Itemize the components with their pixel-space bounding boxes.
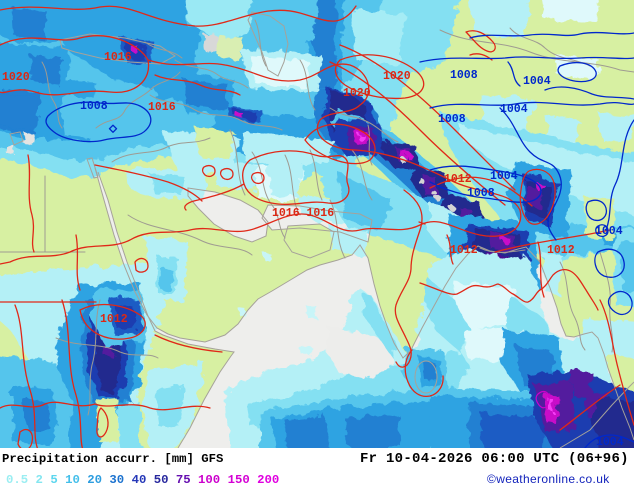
svg-text:1012: 1012 xyxy=(100,313,128,326)
svg-text:1020: 1020 xyxy=(383,70,411,83)
svg-text:1020: 1020 xyxy=(2,71,30,84)
svg-text:1004: 1004 xyxy=(490,170,518,183)
svg-text:1008: 1008 xyxy=(438,113,466,126)
svg-text:1020: 1020 xyxy=(343,87,371,100)
svg-text:1004: 1004 xyxy=(500,103,528,116)
svg-text:1008: 1008 xyxy=(80,100,108,113)
svg-text:1004: 1004 xyxy=(595,225,623,238)
svg-text:1004: 1004 xyxy=(523,75,551,88)
svg-text:1016 1016: 1016 1016 xyxy=(272,207,334,220)
svg-text:1008: 1008 xyxy=(450,69,478,82)
svg-text:1016: 1016 xyxy=(104,51,132,64)
svg-text:1012: 1012 xyxy=(547,244,575,257)
svg-text:1008: 1008 xyxy=(467,187,495,200)
svg-text:1016: 1016 xyxy=(148,101,176,114)
svg-text:1004: 1004 xyxy=(596,436,624,448)
svg-text:1012: 1012 xyxy=(450,244,478,257)
svg-text:1012: 1012 xyxy=(444,173,472,186)
